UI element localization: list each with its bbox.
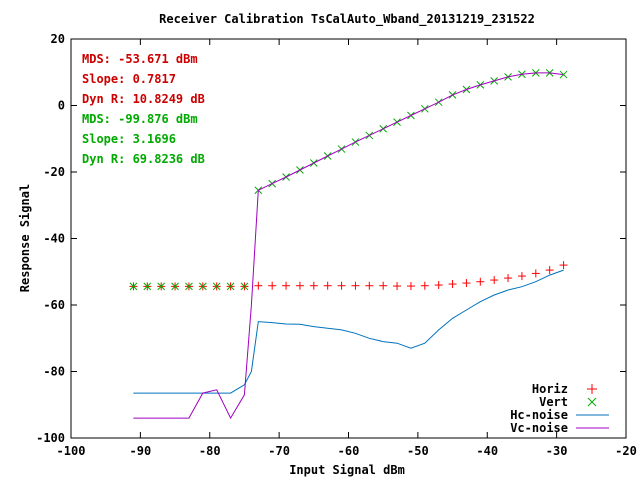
y-tick-label: 20 (51, 32, 65, 46)
data-point-horiz (323, 281, 332, 290)
data-point-horiz (490, 276, 499, 285)
y-tick-label: -100 (36, 431, 65, 445)
data-point-horiz (448, 280, 457, 289)
data-point-horiz (351, 281, 360, 290)
y-tick-label: -80 (43, 365, 65, 379)
annotation-h-dynr: Dyn R: 10.8249 dB (82, 92, 205, 106)
data-point-horiz (406, 282, 415, 291)
data-point-horiz (420, 281, 429, 290)
data-point-vert (212, 282, 221, 291)
stats-annotations: MDS: -53.671 dBm Slope: 0.7817 Dyn R: 10… (82, 52, 205, 166)
legend-label-vc-noise: Vc-noise (510, 421, 568, 435)
data-point-vert (198, 282, 207, 291)
annotation-v-dynr: Dyn R: 69.8236 dB (82, 152, 205, 166)
data-point-horiz (254, 281, 263, 290)
data-point-vert (171, 282, 179, 291)
series-layer (129, 69, 568, 420)
data-point-horiz (462, 279, 471, 288)
data-point-horiz (559, 261, 568, 270)
legend-label-vert: Vert (539, 395, 568, 409)
x-tick-label: -100 (57, 444, 86, 458)
y-tick-label: -60 (43, 298, 65, 312)
x-tick-label: -30 (546, 444, 568, 458)
data-point-horiz (393, 282, 402, 291)
chart-title: Receiver Calibration TsCalAuto_Wband_201… (159, 12, 535, 27)
data-point-vert (129, 282, 138, 291)
x-axis-ticks: -100 -90 -80 -70 -60 -50 -40 -30 -20 (57, 39, 637, 458)
data-point-horiz (365, 281, 374, 290)
data-point-horiz (517, 272, 526, 281)
data-point-horiz (309, 281, 318, 290)
data-point-vert (143, 282, 152, 291)
legend-label-hc-noise: Hc-noise (510, 408, 568, 422)
annotation-v-mds: MDS: -99.876 dBm (82, 112, 198, 126)
y-axis-ticks: -100 -80 -60 -40 -20 0 20 (36, 32, 626, 445)
y-tick-label: -40 (43, 232, 65, 246)
data-point-horiz (504, 274, 513, 283)
legend-swatch-horiz (587, 384, 597, 394)
x-tick-label: -70 (268, 444, 290, 458)
x-tick-label: -80 (199, 444, 221, 458)
x-tick-label: -20 (615, 444, 637, 458)
x-tick-label: -40 (476, 444, 498, 458)
data-point-vert (157, 282, 166, 291)
annotation-h-slope: Slope: 0.7817 (82, 72, 176, 86)
annotation-v-slope: Slope: 3.1696 (82, 132, 176, 146)
x-tick-label: -60 (338, 444, 360, 458)
legend: Horiz Vert Hc-noise Vc-noise (510, 382, 609, 435)
data-point-horiz (476, 277, 485, 286)
x-tick-label: -90 (130, 444, 152, 458)
data-point-vert (185, 282, 193, 291)
data-point-horiz (295, 281, 304, 290)
data-point-horiz (337, 281, 346, 290)
x-axis-label: Input Signal dBm (289, 463, 405, 477)
series-line-hc-noise (133, 269, 564, 394)
y-axis-label: Response Signal (18, 184, 32, 292)
annotation-h-mds: MDS: -53.671 dBm (82, 52, 198, 66)
legend-label-horiz: Horiz (532, 382, 568, 396)
data-point-horiz (379, 281, 388, 290)
data-point-horiz (282, 281, 291, 290)
legend-swatch-vert (587, 397, 597, 407)
data-point-horiz (268, 281, 277, 290)
y-tick-label: -20 (43, 165, 65, 179)
data-point-vert (240, 282, 249, 291)
data-point-vert (226, 282, 235, 291)
series-line-vc-noise (133, 72, 564, 420)
data-point-horiz (434, 281, 443, 290)
data-point-horiz (531, 269, 540, 278)
data-point-horiz (545, 266, 554, 275)
y-tick-label: 0 (58, 99, 65, 113)
x-tick-label: -50 (407, 444, 429, 458)
